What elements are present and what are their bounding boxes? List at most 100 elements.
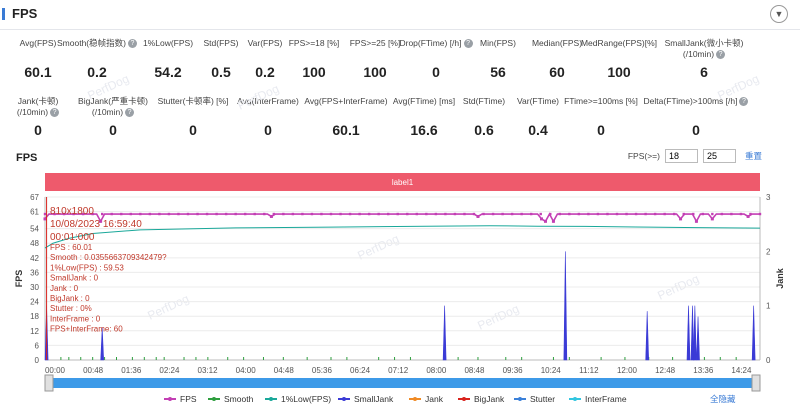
fps-point [415, 212, 418, 216]
fps-point [53, 212, 56, 216]
fps-dip-point [540, 217, 544, 221]
metric-value: 0 [34, 122, 42, 138]
legend-item-smalljank[interactable]: SmallJank [338, 394, 394, 404]
legend-item-jank[interactable]: Jank [409, 394, 444, 404]
metric-metrics_row2-8: FTime>=100ms [%] 0 [541, 96, 661, 138]
metric-label-text: MedRange(FPS)[%] [580, 38, 658, 48]
tooltip-line: FPS : 60.01 [50, 243, 93, 252]
metric-value: 0.2 [87, 64, 107, 80]
y-right-axis-label: Jank [775, 267, 785, 289]
fps-point [272, 212, 275, 216]
metric-metrics_row1-6: FPS>=25 [%] 100 [315, 38, 435, 80]
x-tick-label: 13:36 [693, 366, 714, 375]
help-icon[interactable]: ? [127, 39, 137, 49]
fps-point [568, 212, 571, 216]
fps-point [339, 212, 342, 216]
legend-item-1-low-fps-[interactable]: 1%Low(FPS) [265, 394, 331, 404]
tooltip-line: SmallJank : 0 [50, 274, 99, 283]
legend-marker [573, 397, 577, 401]
metric-metrics_row1-9: Median(FPS) 60 [497, 38, 617, 80]
legend-label: InterFrame [585, 394, 627, 404]
smalljank-spike [690, 305, 695, 361]
fps-dip-point [694, 219, 698, 223]
fps-point [692, 212, 695, 216]
help-icon[interactable]: ? [125, 108, 135, 118]
metric-value: 60.1 [332, 122, 360, 138]
legend-label: Stutter [530, 394, 555, 404]
fps-dip-point [710, 217, 714, 221]
metric-label: MedRange(FPS)[%] [559, 38, 679, 49]
metric-label-text: Drop(FTime) [/h] [399, 38, 462, 48]
legend-item-bigjank[interactable]: BigJank [458, 394, 505, 404]
metric-value: 0.4 [528, 122, 548, 138]
metric-label: Stutter(卡顿率) [%] [133, 96, 253, 107]
x-tick-label: 09:36 [503, 366, 524, 375]
y-tick-label: 30 [30, 283, 39, 292]
metric-value: 6 [700, 64, 708, 80]
fps-point [472, 212, 476, 216]
metric-label: Smooth(稳帧指数)? [37, 38, 157, 49]
help-icon[interactable]: ? [716, 50, 726, 60]
fps-point [320, 212, 323, 216]
fps-point [43, 212, 47, 216]
fps-point [720, 212, 724, 216]
y-axis-label: FPS [14, 270, 24, 288]
tooltip-line: 1%Low(FPS) : 59.53 [50, 263, 124, 272]
fps-point [186, 212, 190, 216]
chevron-down-icon[interactable]: ▼ [770, 5, 788, 23]
fps-point [625, 212, 628, 216]
fps-point [510, 212, 514, 216]
x-tick-label: 14:24 [731, 366, 752, 375]
help-icon[interactable]: ? [50, 108, 60, 118]
legend-item-interframe[interactable]: InterFrame [569, 394, 627, 404]
metric-label: Median(FPS) [497, 38, 617, 49]
metric-label: Var(FPS) [205, 38, 325, 49]
metric-value: 0 [109, 122, 117, 138]
fps-point [425, 212, 428, 216]
metric-value: 0 [597, 122, 605, 138]
tooltip-line: Stutter : 0% [50, 304, 92, 313]
y-tick-label: 36 [30, 268, 39, 277]
legend-item-fps[interactable]: FPS [164, 394, 197, 404]
metric-value: 16.6 [410, 122, 438, 138]
fps-dip-point [551, 219, 555, 223]
fps-point [367, 212, 371, 216]
x-tick-label: 03:12 [198, 366, 219, 375]
fps-point [177, 212, 180, 216]
legend-marker [168, 397, 172, 401]
metric-value: 100 [607, 64, 631, 80]
reset-button[interactable]: 重置 [744, 151, 762, 161]
fps-point [758, 212, 762, 216]
x-tick-label: 10:24 [541, 366, 562, 375]
legend-marker [518, 397, 522, 401]
legend-item-smooth[interactable]: Smooth [208, 394, 254, 404]
y-tick-label: 54 [30, 225, 39, 234]
tooltip-line: 00:01:000 [50, 232, 95, 243]
metric-metrics_row1-1: Smooth(稳帧指数)? 0.2 [37, 38, 157, 80]
fps-point [310, 212, 314, 216]
fps-point [205, 212, 209, 216]
legend-item-stutter[interactable]: Stutter [514, 394, 555, 404]
x-tick-label: 11:12 [579, 366, 599, 375]
metric-metrics_row2-3: Avg(InterFrame) 0 [208, 96, 328, 138]
y-tick-label: 67 [30, 193, 39, 202]
metric-label-text: FPS>=18 [%] [288, 38, 340, 48]
fps-point [444, 212, 447, 216]
hide-all-button[interactable]: 全隐藏 [710, 394, 736, 404]
tooltip-line: Smooth : 0.0355663709342479? [50, 253, 167, 262]
help-icon[interactable]: ? [463, 39, 473, 49]
fps-threshold-1-input[interactable] [664, 149, 698, 163]
metric-label-text: Avg(FPS) [19, 38, 57, 48]
help-icon[interactable]: ? [739, 97, 749, 107]
legend-label: FPS [180, 394, 197, 404]
metric-metrics_row2-6: Std(FTime) 0.6 [424, 96, 544, 138]
label-band-text: label1 [392, 178, 414, 187]
metric-value: 0.6 [474, 122, 494, 138]
watermark-text: PerfDog [475, 301, 521, 332]
fps-threshold-2-input[interactable] [702, 149, 736, 163]
metric-label-text: Min(FPS) [480, 38, 516, 48]
legend-marker [342, 397, 346, 401]
legend-label: 1%Low(FPS) [281, 394, 331, 404]
metric-label-unit: (/10min) [16, 107, 49, 117]
